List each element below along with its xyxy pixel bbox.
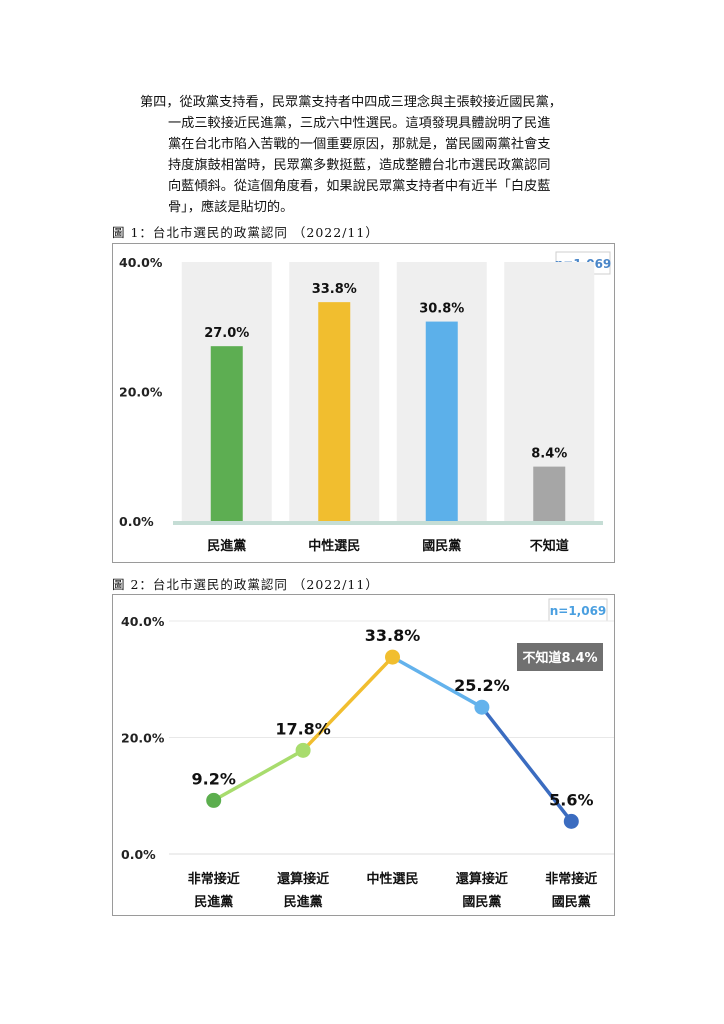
data-label: 17.8% (275, 719, 331, 738)
series-line-segment (211, 748, 305, 803)
paragraph-line: 持度旗鼓相當時，民眾黨多數挺藍，造成整體台北市選民政黨認同 (168, 158, 551, 173)
x-tick-label: 民進黨 (207, 538, 246, 554)
figure-1-frame: n=1,069 0.0%20.0%40.0%27.0%民進黨33.8%中性選民3… (112, 243, 615, 563)
x-tick-label: 中性選民 (366, 871, 418, 887)
data-point (385, 649, 400, 665)
figure-2-frame: n=1,069 不知道8.4% 0.0% 20.0% 40.0% 9.2% 非常接近民進… (112, 594, 616, 916)
data-label: 5.6% (549, 790, 593, 809)
data-label: 27.0% (204, 326, 249, 341)
data-label: 30.8% (419, 302, 464, 317)
data-label: 9.2% (192, 769, 236, 788)
line-chart: n=1,069 不知道8.4% 0.0% 20.0% 40.0% 9.2% 非常接近民進… (121, 598, 616, 910)
bar (318, 302, 351, 521)
y-tick-label: 0.0% (119, 514, 154, 529)
paragraph-line: 一成三較接近民進黨，三成六中性選民。這項發現具體說明了民進 (168, 116, 551, 131)
data-label: 33.8% (365, 626, 421, 645)
body-paragraph: 第四，從政黨支持看，民眾黨支持者中四成三理念與主張較接近國民黨， 一成三較接近民… (140, 92, 610, 218)
x-tick-label: 非常接近國民黨 (545, 871, 597, 910)
data-label: 8.4% (531, 447, 567, 462)
figure-2-caption: 圖 2：台北市選民的政黨認同 （2022/11） (112, 577, 379, 592)
y-tick-label: 20.0% (119, 385, 163, 400)
data-label: 33.8% (312, 282, 357, 297)
x-tick-label: 國民黨 (422, 538, 461, 554)
series-line-segment (301, 655, 395, 753)
data-point (474, 699, 490, 715)
paragraph-line: 黨在台北市陷入苦戰的一個重要原因，那就是，當民國兩黨社會支 (168, 137, 551, 152)
data-point (563, 813, 579, 829)
x-tick-label: 還算接近國民黨 (456, 871, 508, 910)
x-tick-label: 還算接近民進黨 (277, 871, 329, 910)
unknown-badge (517, 643, 603, 671)
data-point (295, 742, 311, 758)
x-tick-label: 不知道 (530, 538, 569, 554)
series-line-segment (480, 705, 574, 824)
y-tick-label: 0.0% (121, 847, 156, 862)
x-tick-label: 非常接近民進黨 (188, 871, 240, 910)
bar (425, 321, 458, 521)
bar-chart: n=1,069 0.0%20.0%40.0%27.0%民進黨33.8%中性選民3… (119, 251, 611, 554)
unknown-badge-label: 不知道8.4% (522, 650, 597, 666)
series-line-segment (390, 655, 484, 709)
sample-size-label: n=1,069 (550, 604, 607, 618)
bar (533, 466, 566, 521)
bar (210, 346, 243, 521)
paragraph-line: 向藍傾斜。從這個角度看，如果說民眾黨支持者中有近半「白皮藍 (168, 179, 551, 194)
data-label: 25.2% (454, 676, 510, 695)
data-point (206, 792, 222, 808)
paragraph-line: 第四，從政黨支持看，民眾黨支持者中四成三理念與主張較接近國民黨， (140, 95, 562, 110)
y-tick-label: 40.0% (121, 614, 165, 629)
paragraph-line: 骨」，應該是貼切的。 (168, 200, 294, 215)
x-axis-baseline (173, 521, 603, 525)
x-tick-label: 中性選民 (308, 538, 360, 554)
figure-1-caption: 圖 1：台北市選民的政黨認同 （2022/11） (112, 225, 379, 240)
y-tick-label: 20.0% (121, 731, 165, 746)
y-tick-label: 40.0% (119, 255, 163, 270)
